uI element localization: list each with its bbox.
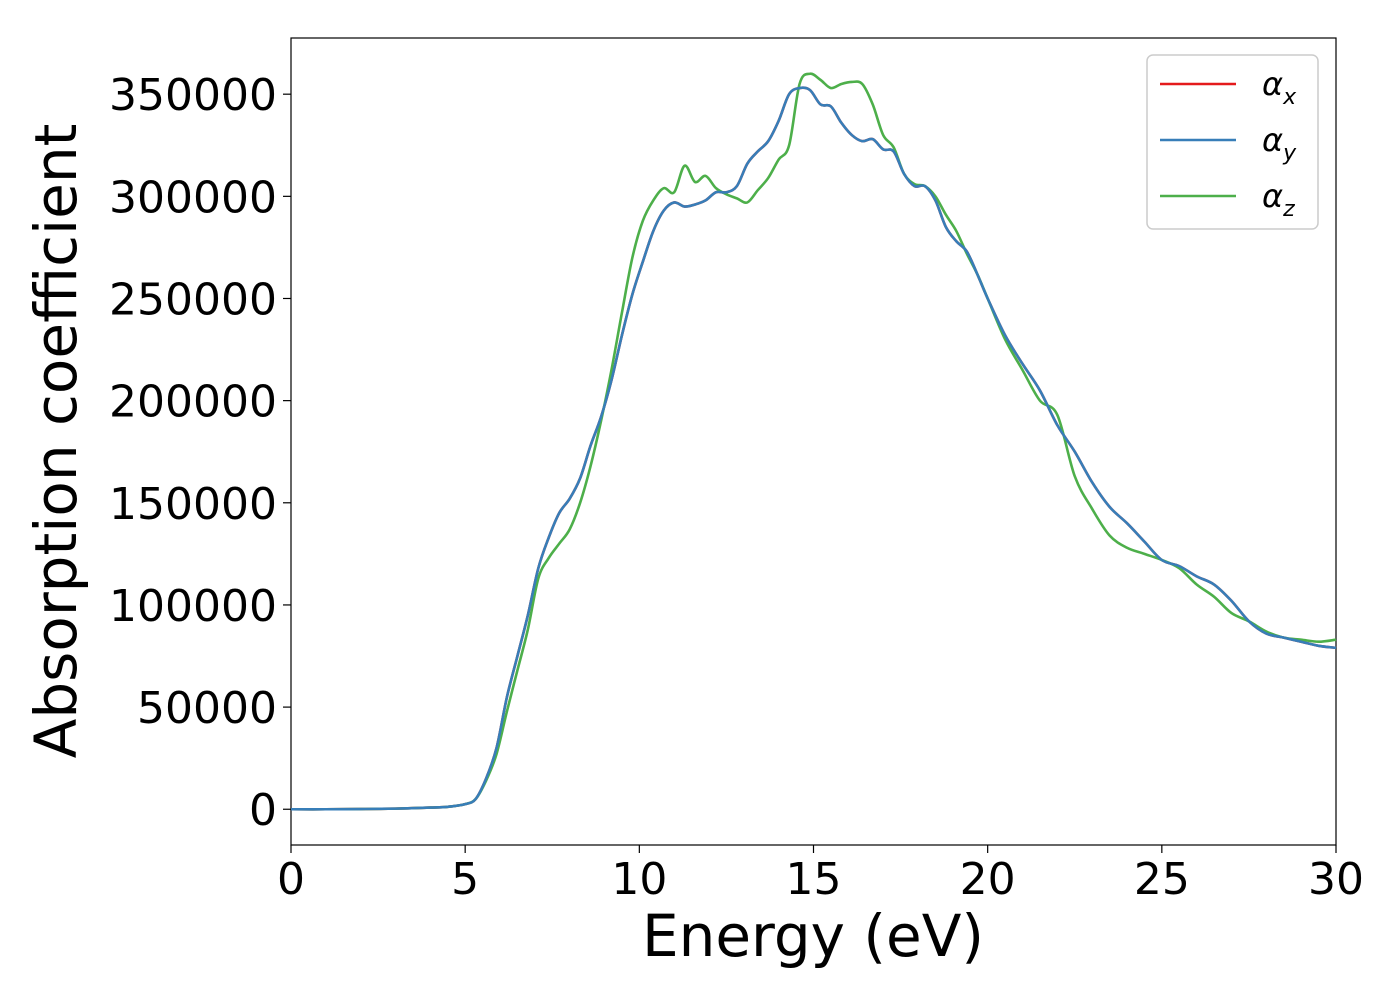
x-tick-label: 5	[451, 854, 479, 905]
y-tick-label: 50000	[137, 683, 277, 734]
series-line-alpha-y	[290, 86, 1337, 811]
y-tick-label: 150000	[109, 479, 277, 530]
y-tick-label: 200000	[109, 377, 277, 428]
series-line-alpha-z	[290, 72, 1337, 811]
legend-label-alpha-y: αy	[1262, 121, 1297, 166]
y-tick-label: 0	[249, 785, 277, 836]
y-tick-label: 100000	[109, 581, 277, 632]
x-axis-ticks: 0 5 10 15 20 25 30	[277, 845, 1364, 905]
legend-label-subscript: z	[1282, 197, 1295, 222]
x-tick-label: 15	[786, 854, 842, 905]
x-tick-label: 20	[960, 854, 1016, 905]
legend-box	[1146, 54, 1319, 230]
x-axis-label: Energy (eV)	[642, 902, 984, 970]
legend-label-subscript: x	[1282, 85, 1297, 110]
legend-label-symbol: α	[1262, 65, 1283, 103]
legend-label-symbol: α	[1262, 121, 1283, 159]
legend-label-symbol: α	[1262, 177, 1283, 215]
y-tick-label: 350000	[109, 70, 277, 121]
x-tick-label: 25	[1134, 854, 1190, 905]
y-axis-ticks: 0 50000 100000 150000 200000 250000 300000 3500…	[109, 70, 291, 836]
x-tick-label: 30	[1308, 854, 1364, 905]
x-tick-label: 10	[611, 854, 667, 905]
y-tick-label: 250000	[109, 274, 277, 325]
legend-label-subscript: y	[1282, 141, 1297, 166]
x-tick-label: 0	[277, 854, 305, 905]
y-tick-label: 300000	[109, 172, 277, 223]
series-lines	[290, 72, 1337, 811]
y-axis-label: Absorption coefficient	[22, 124, 90, 759]
legend-label-alpha-z: αz	[1262, 177, 1295, 222]
legend-label-alpha-x: αx	[1262, 65, 1297, 110]
